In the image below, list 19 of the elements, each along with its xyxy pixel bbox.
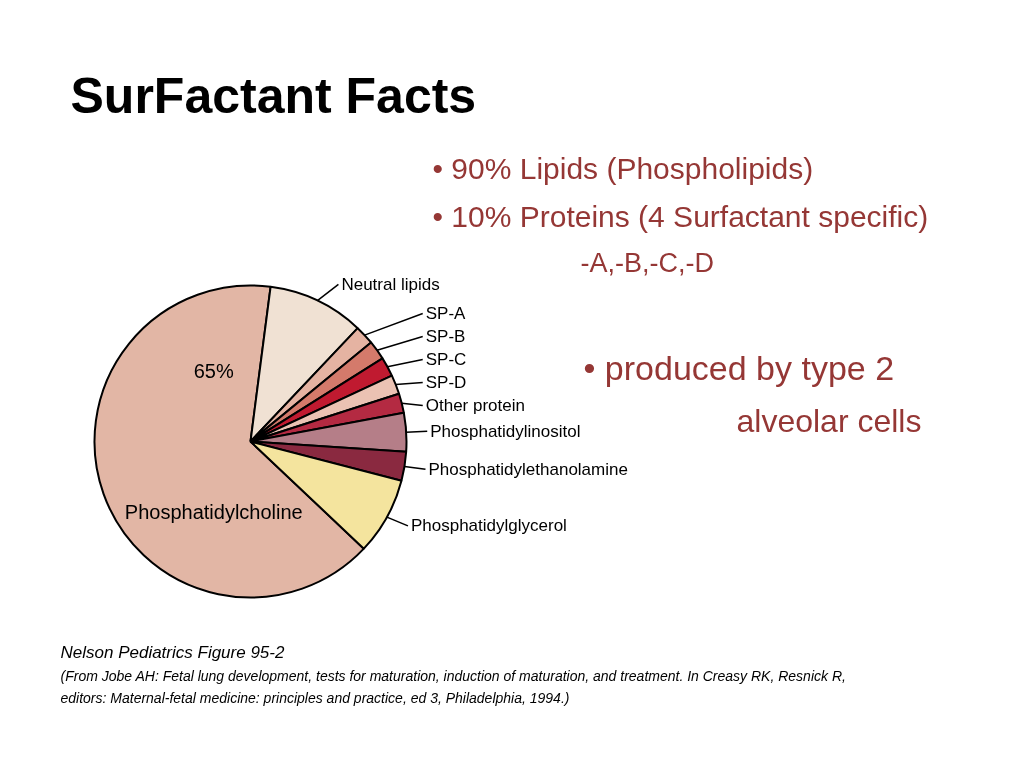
slice-label: Other protein [425,396,525,416]
slice-label: SP-A [425,304,467,324]
text: • 10% Proteins (4 Surfactant specific) [432,200,929,233]
text: • produced by type 2 [583,348,895,387]
slice-label: Phosphatidylinositol [430,421,581,441]
text: alveolar cells [736,402,922,439]
chart-title: SurFactant Facts [70,67,477,124]
text: -A,-B,-C,-D [580,247,714,278]
text: • 90% Lipids (Phospholipids) [432,152,814,185]
slice-label: Phosphatidylcholine [124,500,303,523]
slice-label: Phosphatidylethanolamine [428,459,628,479]
slice-label: SP-D [425,373,467,393]
slice-label: SP-B [425,327,466,347]
slice-label: SP-C [425,350,467,370]
slice-label: Phosphatidylglycerol [410,516,567,536]
slice-label: Neutral lipids [341,274,440,294]
text: (From Jobe AH: Fetal lung development, tests for maturation, induction of maturation, and treatment. In Creasy RK, Resnick R, editors: Maternal-fetal medicine: principles and practice, ed 3, Philadelphia, 1994.) [60,667,846,706]
data-label: 65% [193,360,234,383]
text: Nelson Pediatrics Figure 95-2 [60,643,285,662]
